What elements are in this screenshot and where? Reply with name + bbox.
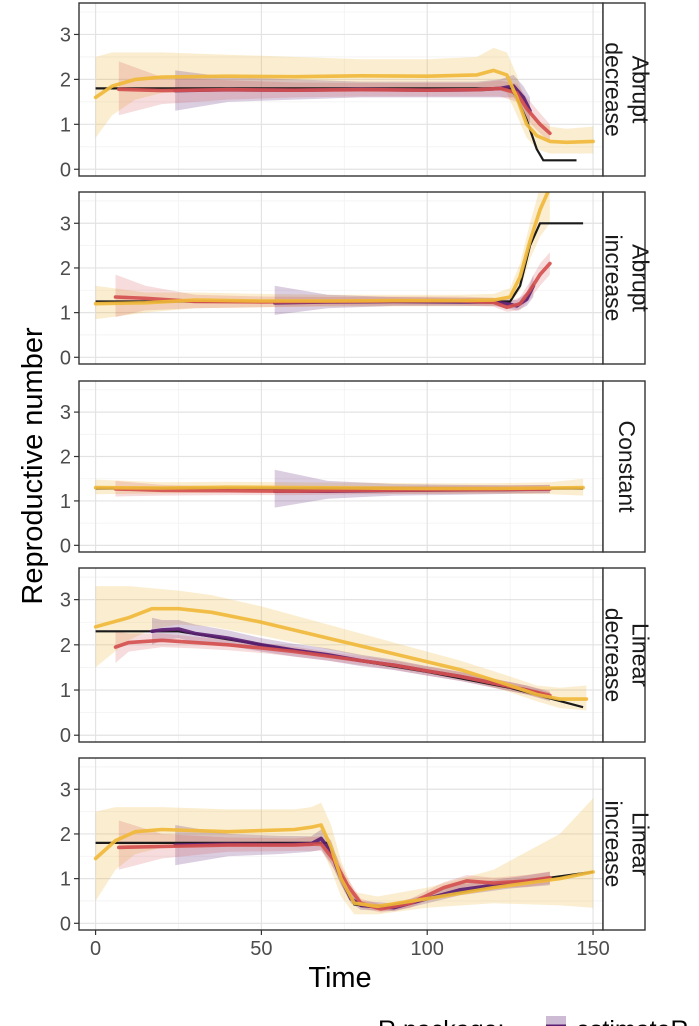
series-line-epinow2 <box>93 192 550 306</box>
facet-strip <box>602 191 646 365</box>
ribbon-estimater <box>175 70 530 125</box>
y-tick-label: 1 <box>60 680 71 702</box>
y-tick-label: 3 <box>60 24 71 46</box>
facet-panel: 0 1 2 3 Constant <box>60 380 646 557</box>
x-tick-label: 150 <box>576 938 609 960</box>
y-tick-label: 2 <box>60 258 71 280</box>
y-tick-label: 3 <box>60 779 71 801</box>
ribbon-epinow2 <box>95 192 550 320</box>
x-tick-label: 50 <box>250 938 272 960</box>
panel-data <box>93 47 595 162</box>
y-tick-label: 2 <box>60 635 71 657</box>
legend: R package:estimateREpiEstimEpiNow2 <box>378 1016 689 1026</box>
panel-data <box>93 192 584 320</box>
series-line-epinow2 <box>93 68 595 145</box>
facet-strip-label: Abrupt <box>628 56 654 124</box>
y-tick-label: 1 <box>60 491 71 513</box>
facet-strip-label: increase <box>601 235 627 322</box>
y-tick-label: 0 <box>60 913 71 935</box>
y-tick-label: 0 <box>60 159 71 181</box>
y-tick-label: 1 <box>60 303 71 325</box>
y-tick-label: 0 <box>60 725 71 747</box>
facet-strip <box>602 757 646 931</box>
facet-strip-label: decrease <box>601 608 627 703</box>
x-axis-title: Time <box>308 962 371 994</box>
panel-data <box>93 469 585 508</box>
y-tick-label: 3 <box>60 402 71 424</box>
facet-strip <box>602 567 646 743</box>
series-line-epinow2 <box>93 485 585 491</box>
facet-strip <box>602 380 646 553</box>
y-tick-label: 1 <box>60 114 71 136</box>
facet-strip-label: Constant <box>614 420 640 513</box>
facet-strip-label: decrease <box>601 42 627 137</box>
ribbon-epinow2 <box>95 798 594 915</box>
ribbon-epinow2 <box>95 586 587 711</box>
ribbon-estimater <box>274 274 534 315</box>
y-axis-title: Reproductive number <box>17 327 49 605</box>
y-tick-label: 0 <box>60 347 71 369</box>
series-line-epinow2 <box>93 606 589 701</box>
facet-strip <box>602 2 646 177</box>
y-tick-label: 2 <box>60 69 71 91</box>
panel-data <box>93 586 589 711</box>
x-tick-label: 0 <box>90 938 101 960</box>
y-tick-label: 0 <box>60 535 71 557</box>
series-line-epiestim <box>117 86 552 136</box>
facet-strip-label: increase <box>601 801 627 888</box>
y-tick-label: 1 <box>60 869 71 891</box>
legend-key-estimater <box>546 1016 566 1026</box>
legend-label-estimater: estimateR <box>576 1016 689 1026</box>
series-line-epinow2 <box>93 823 595 909</box>
ribbon-epiestim <box>115 631 550 700</box>
legend-title: R package: <box>378 1016 504 1026</box>
ribbon-epiestim <box>118 61 550 143</box>
y-tick-label: 2 <box>60 447 71 469</box>
facet-strip-label: Linear <box>628 623 654 687</box>
facet-strip-label: Abrupt <box>628 244 654 312</box>
y-tick-label: 3 <box>60 590 71 612</box>
x-tick-label: 100 <box>411 938 444 960</box>
facet-strip-label: Linear <box>628 812 654 876</box>
y-tick-label: 3 <box>60 213 71 235</box>
panel-background <box>79 192 603 364</box>
y-tick-label: 2 <box>60 824 71 846</box>
series-line-epiestim <box>113 638 552 698</box>
panel-data <box>93 798 595 915</box>
panel-background <box>79 381 603 552</box>
